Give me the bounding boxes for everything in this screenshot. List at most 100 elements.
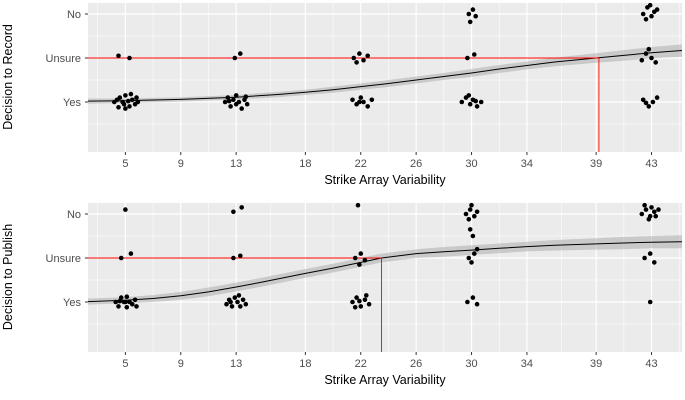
data-point (125, 98, 131, 104)
data-point (463, 211, 469, 217)
data-point (466, 93, 472, 98)
data-point (114, 97, 120, 103)
data-point (232, 295, 238, 300)
data-point (228, 299, 233, 305)
data-point (229, 304, 235, 309)
data-point (362, 257, 368, 263)
data-point (459, 99, 465, 105)
data-point (643, 207, 649, 212)
data-point (466, 255, 472, 261)
data-point (466, 217, 472, 222)
data-point (127, 104, 132, 109)
data-point (639, 211, 645, 217)
data-point (640, 97, 646, 103)
data-point (231, 209, 236, 215)
x-tick-label: 5 (122, 358, 128, 370)
data-point (239, 106, 244, 111)
data-point (361, 99, 366, 105)
data-point (365, 53, 371, 59)
publish-chart: 5 9 13 18 22 26 30 34 39 43 Yes Unsure No Decision t… (1, 202, 683, 387)
x-tick-label: 26 (410, 158, 422, 170)
data-point (350, 97, 355, 103)
data-point (474, 104, 480, 109)
data-point (357, 99, 362, 105)
data-point (643, 51, 649, 56)
data-point (113, 299, 118, 305)
data-point (116, 53, 121, 59)
data-point (130, 301, 135, 307)
data-point (238, 304, 243, 309)
data-point (653, 60, 658, 65)
data-point (369, 97, 375, 103)
data-point (642, 202, 647, 208)
data-point (640, 11, 646, 17)
data-point (649, 55, 654, 61)
data-point (117, 298, 123, 304)
data-point (350, 299, 355, 305)
y-axis-title-publish: Decision to Publish (1, 224, 15, 330)
data-point (233, 93, 239, 98)
data-point (222, 99, 228, 105)
data-point (238, 253, 243, 259)
panel-background (88, 203, 682, 352)
data-point (654, 7, 660, 12)
data-point (355, 202, 361, 208)
data-point (116, 105, 121, 110)
data-point (124, 294, 130, 299)
data-point (134, 304, 139, 309)
data-point (478, 99, 484, 105)
data-point (643, 17, 649, 22)
y-tick-label: Yes (63, 297, 81, 309)
data-point (243, 94, 249, 99)
data-point (225, 95, 231, 100)
data-point (232, 55, 238, 61)
data-point (231, 255, 236, 261)
data-point (467, 101, 473, 107)
data-point (653, 213, 658, 219)
data-point (226, 98, 232, 104)
y-tick-label: No (67, 209, 81, 221)
data-point (364, 293, 369, 298)
data-point (473, 13, 479, 19)
record-chart: 5 9 13 18 22 26 30 34 39 43 Yes Unsure No Decision t… (1, 2, 683, 187)
data-point (642, 255, 647, 261)
x-tick-label: 22 (355, 158, 367, 170)
data-point (128, 251, 134, 256)
data-point (652, 260, 657, 265)
data-point (465, 55, 470, 61)
y-tick-label: Yes (63, 97, 81, 109)
x-tick-label: 43 (645, 158, 657, 170)
x-tick-label: 9 (178, 358, 184, 370)
data-point (358, 251, 364, 256)
data-point (365, 104, 371, 109)
x-tick-label: 34 (521, 358, 533, 370)
data-point (236, 293, 242, 298)
x-tick-label: 13 (230, 358, 242, 370)
data-point (467, 207, 473, 212)
data-point (467, 19, 473, 25)
data-point (357, 298, 362, 304)
data-point (470, 295, 476, 300)
data-point (118, 255, 124, 261)
data-point (650, 99, 656, 105)
plot-layer-record: 5 9 13 18 22 26 30 34 39 43 Yes Unsure No (46, 2, 683, 170)
data-point (472, 52, 477, 57)
data-point (352, 255, 358, 261)
data-point (123, 93, 128, 98)
data-point (128, 91, 134, 97)
x-tick-label: 39 (590, 158, 602, 170)
y-tick-label: Unsure (46, 53, 81, 65)
data-point (465, 299, 470, 305)
data-point (243, 301, 249, 307)
data-point (652, 209, 657, 215)
data-point (240, 297, 246, 303)
data-point (357, 51, 362, 56)
data-point (366, 301, 372, 307)
data-point (469, 260, 474, 265)
data-point (647, 299, 653, 305)
data-point (238, 51, 243, 56)
y-axis-title-record: Decision to Record (1, 24, 15, 130)
data-point (130, 97, 135, 103)
data-point (654, 95, 660, 100)
